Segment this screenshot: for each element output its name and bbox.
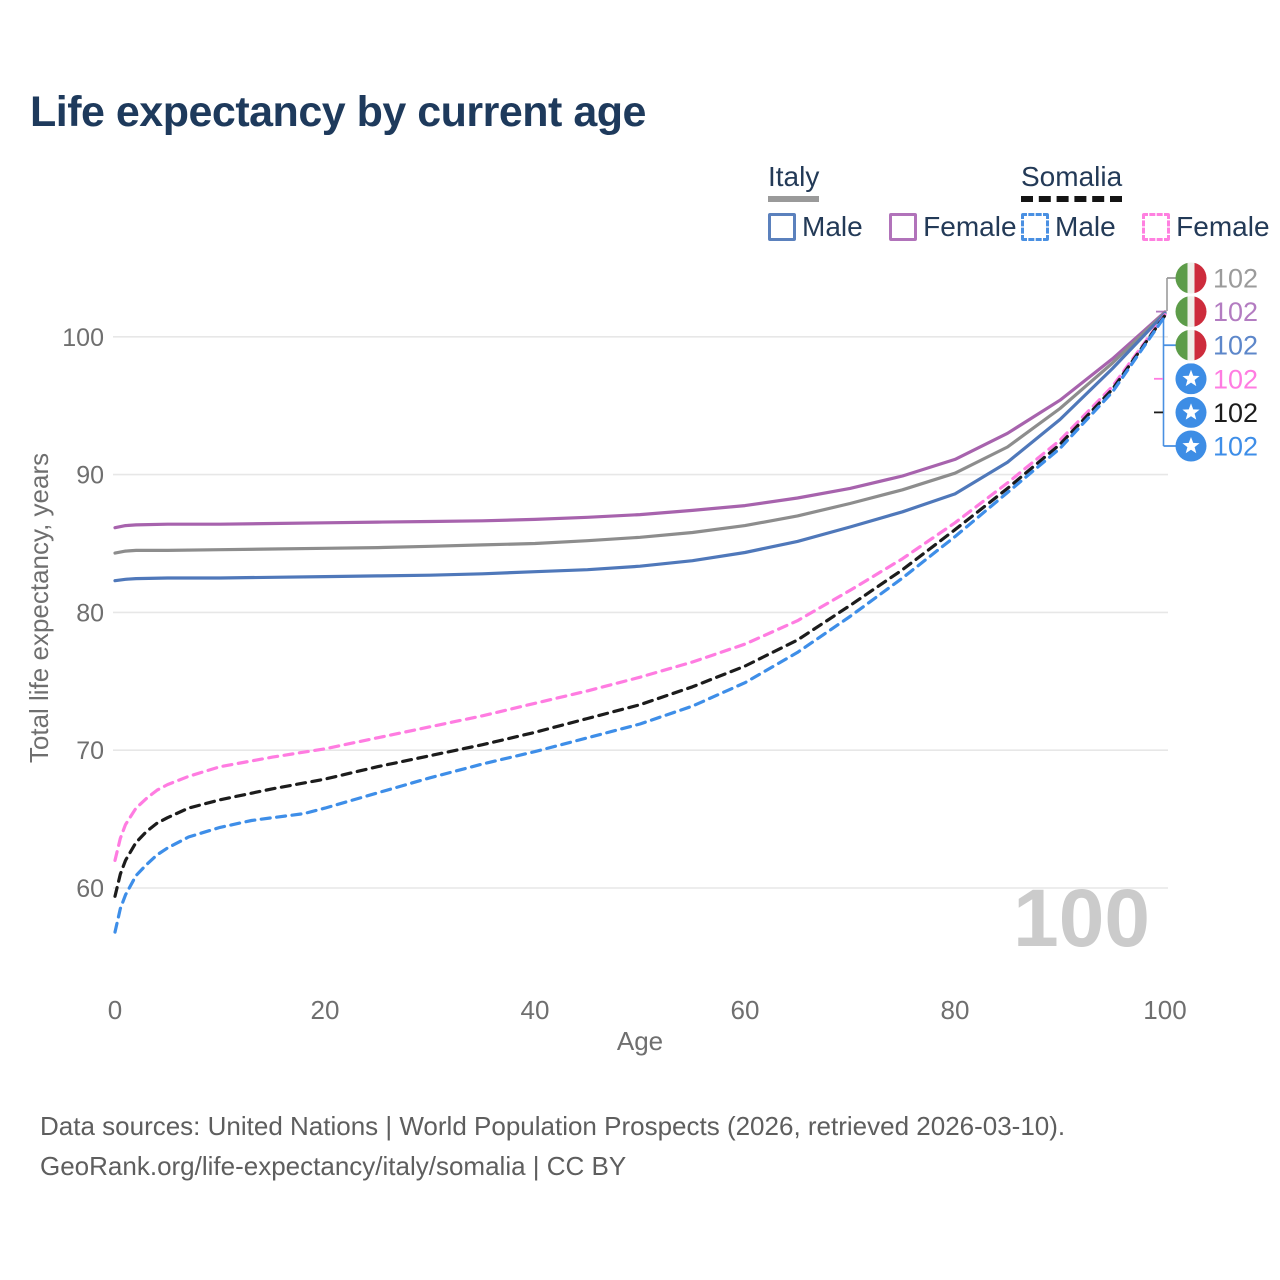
y-tick-label-70: 70 xyxy=(76,737,104,765)
legend-label-somalia-female: Female xyxy=(1176,211,1270,242)
x-tick-label-0: 0 xyxy=(108,995,122,1025)
series-line-somalia-female[interactable] xyxy=(113,313,1167,862)
end-label-value-italy-total: 102 xyxy=(1213,264,1258,294)
end-label-value-italy-female: 102 xyxy=(1213,297,1258,327)
end-label-value-somalia-female: 102 xyxy=(1213,364,1258,394)
series-line-italy-male[interactable] xyxy=(113,311,1167,583)
series-lines xyxy=(113,310,1167,934)
gridlines: 60 70 80 90 100 xyxy=(62,324,1168,903)
x-tick-label-100: 100 xyxy=(1143,995,1186,1025)
legend-label-somalia-male: Male xyxy=(1055,211,1116,242)
x-axis-ticks: 0 20 40 60 80 100 xyxy=(108,995,1187,1025)
footer-sources: Data sources: United Nations | World Pop… xyxy=(40,1111,1066,1141)
series-toggle-somalia-female[interactable]: Female xyxy=(1142,211,1270,243)
legend-label-italy-female: Female xyxy=(923,211,1017,242)
italy-flag-icon xyxy=(1176,330,1207,361)
y-tick-label-60: 60 xyxy=(76,875,104,903)
end-label-italy-male[interactable]: 102 xyxy=(1176,330,1259,361)
y-axis-title: Total life expectancy, years xyxy=(24,453,54,763)
legend: Italy Male Female Somalia Male Female xyxy=(0,0,1280,260)
legend-country-somalia[interactable]: Somalia xyxy=(1021,161,1123,192)
age-watermark: 100 xyxy=(1013,873,1150,964)
legend-label-italy-male: Male xyxy=(802,211,863,242)
series-toggle-somalia-male[interactable]: Male xyxy=(1021,211,1116,243)
footer: Data sources: United Nations | World Pop… xyxy=(40,1106,1065,1186)
somalia-flag-icon xyxy=(1176,431,1207,462)
x-tick-label-20: 20 xyxy=(311,995,340,1025)
series-toggle-italy-male[interactable]: Male xyxy=(768,211,863,243)
x-tick-label-80: 80 xyxy=(941,995,970,1025)
legend-group-somalia: Somalia Male Female xyxy=(1021,161,1280,246)
end-label-somalia-female[interactable]: 102 xyxy=(1176,363,1259,395)
somalia-flag-icon xyxy=(1176,363,1207,394)
end-label-italy-female[interactable]: 102 xyxy=(1176,296,1259,328)
series-toggle-italy-female[interactable]: Female xyxy=(889,211,1017,243)
legend-swatch-italy-female-icon xyxy=(889,213,918,241)
italy-flag-icon xyxy=(1176,296,1207,327)
series-line-somalia-total[interactable] xyxy=(113,313,1167,898)
legend-swatch-italy-male-icon xyxy=(768,213,796,241)
end-label-value-italy-male: 102 xyxy=(1213,331,1258,361)
x-axis-title: Age xyxy=(617,1026,663,1056)
legend-underline-somalia xyxy=(1021,196,1123,202)
legend-country-italy[interactable]: Italy xyxy=(768,161,820,192)
page-title: Life expectancy by current age xyxy=(30,88,646,136)
end-label-value-somalia-total: 102 xyxy=(1213,398,1258,428)
italy-flag-icon xyxy=(1176,263,1207,294)
series-line-italy-total[interactable] xyxy=(113,311,1167,555)
somalia-flag-icon xyxy=(1176,397,1207,428)
series-line-somalia-male[interactable] xyxy=(113,314,1167,934)
legend-group-italy: Italy Male Female xyxy=(768,161,1039,246)
legend-swatch-somalia-female-icon xyxy=(1142,213,1171,241)
end-label-somalia-total[interactable]: 102 xyxy=(1176,397,1259,428)
leader-lines xyxy=(1154,277,1176,447)
footer-link: GeoRank.org/life-expectancy/italy/somali… xyxy=(40,1151,627,1181)
x-tick-label-40: 40 xyxy=(521,995,550,1025)
end-label-value-somalia-male: 102 xyxy=(1213,432,1258,462)
end-label-italy-total[interactable]: 102 xyxy=(1176,263,1259,294)
y-tick-label-100: 100 xyxy=(62,324,104,352)
x-tick-label-60: 60 xyxy=(731,995,760,1025)
end-label-somalia-male[interactable]: 102 xyxy=(1176,431,1259,462)
y-tick-label-80: 80 xyxy=(76,599,104,627)
series-line-italy-female[interactable] xyxy=(113,310,1167,530)
y-tick-label-90: 90 xyxy=(76,462,104,490)
legend-swatch-somalia-male-icon xyxy=(1021,213,1049,241)
legend-underline-italy xyxy=(768,196,820,202)
